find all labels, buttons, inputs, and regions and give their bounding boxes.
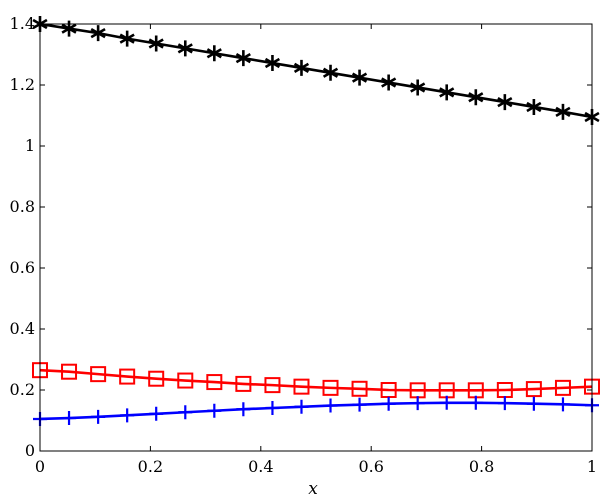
series-1 [32,16,600,126]
series-3-point [120,408,135,423]
y-tick-label: 0.8 [10,197,35,216]
x-tick-label: 0.6 [358,457,383,476]
series-1-point [322,64,339,81]
x-tick-label: 0.2 [138,457,163,476]
y-tick-label: 1.4 [10,14,35,33]
series-2-point [119,368,136,385]
series-3-point [207,403,222,418]
plot-frame [39,23,593,452]
series-2-point [525,381,542,398]
axes: 0 0.2 0.4 0.6 0.8 1 0 0.2 0.4 0.6 0.8 1 1.2 1.4 [10,14,598,476]
series-1-point [61,20,77,37]
series-1-point [90,25,106,42]
series-3-line [39,401,593,421]
series-2-point [554,379,571,396]
series-2-point [235,375,252,392]
series-3-point [468,395,483,410]
series-3-point [439,395,454,410]
series-1-point [410,79,426,96]
series-3-point [410,396,425,411]
series-1-point [351,69,368,86]
x-axis-label: x [308,479,318,497]
plot-area [32,16,600,426]
series-1-point [235,50,251,67]
series-1-point [526,98,542,115]
series-1-point [555,103,571,120]
y-tick-label: 1.2 [10,75,35,94]
series-3-point [62,411,77,426]
series-2-point [177,372,194,389]
x-tick-label: 1 [587,457,597,476]
series-1-point [148,35,164,52]
series-1-point [439,84,455,101]
series-1-point [264,55,281,72]
series-1-point [497,94,513,111]
series-3 [33,395,599,426]
series-3-point [149,406,164,421]
series-3-point [555,397,570,412]
series-2-line [39,368,593,392]
series-2-point [351,380,368,397]
x-tick-label: 0.4 [248,457,273,476]
series-3-point [91,409,106,424]
series-2-point [322,379,339,396]
series-3-point [236,402,251,417]
series-2-point [148,370,165,387]
y-tick-label: 0.6 [10,258,35,277]
series-1-point [468,89,484,106]
y-tick-label: 0.2 [10,380,35,399]
y-tick-label: 0 [25,441,35,460]
series-1-point [293,59,310,76]
series-2-point [90,366,107,383]
series-2-point [264,377,281,394]
series-1-point [206,45,222,62]
series-3-point [381,396,396,411]
series-3-point [178,405,193,420]
x-tick-label: 0 [35,457,45,476]
series-3-point [323,398,338,413]
series-1-line [39,22,593,119]
series-3-point [265,400,280,415]
series-1-point [119,30,135,47]
series-2 [32,362,600,399]
y-tick-label: 1 [25,136,35,155]
series-2-point [61,363,78,380]
series-1-point [381,74,397,91]
y-tick-label: 0.4 [10,319,35,338]
series-3-point [497,396,512,411]
series-2-point [206,374,223,391]
series-3-point [352,397,367,412]
series-1-point [177,40,193,57]
x-tick-label: 0.8 [469,457,494,476]
series-2-point [293,378,310,395]
series-3-point [526,396,541,411]
series-3-point [294,399,309,414]
